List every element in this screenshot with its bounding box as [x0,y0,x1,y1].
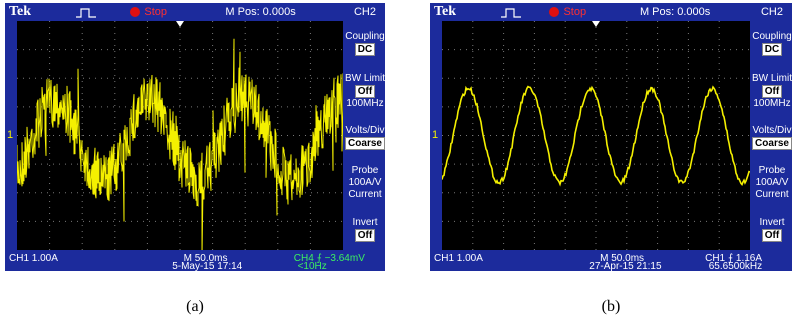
menu-value: Off [762,229,782,242]
menu-line: Current [752,189,792,201]
menu-value: Coarse [752,137,792,150]
channel: CH2 [345,6,385,18]
trigger-marker [176,21,184,27]
menu-line: 100A/V [752,177,792,189]
menu-title: Probe [345,165,385,177]
status: Stop [144,6,167,18]
menu-title: Probe [752,165,792,177]
plot-area [442,21,750,250]
menu-title: Coupling [345,31,385,43]
plot-area [17,21,343,250]
menu-value: Coarse [345,137,385,150]
menu-title: Coupling [752,31,792,43]
date-time: 27-Apr-15 21:15 [589,263,661,271]
brand: Tek [434,4,456,20]
menu-title: BW Limit [752,73,792,85]
menu-value: DC [355,43,375,56]
status-dot [549,7,559,17]
menu-title: Invert [345,217,385,229]
menu-value: Off [355,229,375,242]
caption: (a) [186,298,204,316]
channel-marker: 1 [7,129,13,141]
status-dot [130,7,140,17]
trigger-frequency: <10Hz [298,263,327,271]
menu-value: DC [762,43,782,56]
position: M Pos: 0.000s [225,6,295,18]
trigger-shape [501,9,521,17]
channel-scale: CH1 1.00A [434,253,483,264]
menu-title: Volts/Div [345,125,385,137]
trigger-icon [75,7,97,19]
trigger-shape [76,9,96,17]
channel-scale: CH1 1.00A [9,253,58,264]
date-time: 5-May-15 17:14 [172,263,242,271]
status: Stop [563,6,586,18]
trigger-frequency: 65.6500kHz [709,263,762,271]
menu-line: Current [345,189,385,201]
channel: CH2 [752,6,792,18]
menu-value: Off [355,85,375,98]
figure: TekStopM Pos: 0.000sCH21CouplingDCBW Lim… [0,0,796,326]
trigger-marker [592,21,600,27]
menu-note: 100MHz [345,98,385,110]
page: Oscilloscope screenshots {"panels": [ {"… [0,0,796,326]
channel-marker: 1 [432,129,438,141]
position: M Pos: 0.000s [640,6,710,18]
brand: Tek [9,4,31,20]
menu-line: 100A/V [345,177,385,189]
menu-title: Volts/Div [752,125,792,137]
menu-title: BW Limit [345,73,385,85]
menu-value: Off [762,85,782,98]
trigger-icon [500,7,522,19]
menu-title: Invert [752,217,792,229]
waveform [17,39,343,250]
menu-note: 100MHz [752,98,792,110]
caption: (b) [602,298,621,316]
